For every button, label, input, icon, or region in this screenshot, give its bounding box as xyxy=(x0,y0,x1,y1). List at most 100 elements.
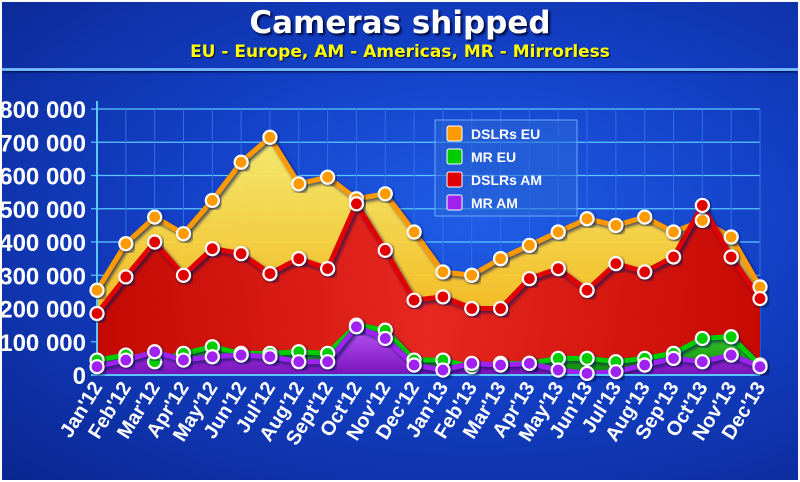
data-point xyxy=(723,347,739,363)
legend-label: DSLRs AM xyxy=(471,172,542,188)
data-point xyxy=(204,192,220,209)
data-point xyxy=(320,354,336,370)
data-point xyxy=(464,355,480,371)
data-point xyxy=(147,234,163,250)
data-point xyxy=(291,354,307,370)
series-markers xyxy=(89,129,768,381)
legend-label: MR EU xyxy=(471,149,516,165)
series-area xyxy=(97,326,760,375)
data-point xyxy=(694,354,710,370)
data-point xyxy=(550,362,566,378)
data-point xyxy=(348,196,365,212)
data-point xyxy=(175,226,192,242)
data-point xyxy=(579,365,595,381)
chart-subtitle: EU - Europe, AM - Americas, MR - Mirrorl… xyxy=(190,42,610,62)
data-point xyxy=(492,251,509,267)
legend-swatch xyxy=(446,125,463,142)
data-point xyxy=(320,261,336,277)
y-tick-label: 400 000 xyxy=(2,230,86,257)
data-point xyxy=(752,290,768,307)
y-tick-label: 100 000 xyxy=(2,330,86,357)
data-point xyxy=(262,349,278,365)
data-point xyxy=(435,264,451,280)
data-point xyxy=(579,350,595,366)
axes xyxy=(91,101,760,376)
data-point xyxy=(204,241,220,257)
data-point xyxy=(608,256,624,272)
data-point xyxy=(665,224,682,240)
data-point xyxy=(291,251,307,267)
y-tick-label: 0 xyxy=(73,363,86,390)
data-point xyxy=(377,242,393,258)
data-point xyxy=(89,305,105,322)
y-tick-label: 800 000 xyxy=(2,97,86,124)
data-point xyxy=(204,349,220,365)
data-point xyxy=(233,154,249,170)
data-point xyxy=(492,300,509,317)
data-point xyxy=(118,352,134,368)
legend-swatch xyxy=(446,171,463,188)
legend-swatch xyxy=(446,148,463,165)
data-point xyxy=(435,289,451,305)
y-tick-label: 700 000 xyxy=(2,130,86,157)
data-point xyxy=(521,355,537,371)
data-point xyxy=(464,267,480,283)
legend-swatch xyxy=(446,194,463,211)
data-point xyxy=(521,237,537,253)
chart-title: Cameras shipped xyxy=(249,5,551,41)
data-point xyxy=(694,330,710,347)
data-point xyxy=(320,169,336,185)
data-point xyxy=(262,265,278,282)
data-point xyxy=(377,330,393,347)
data-point xyxy=(550,224,566,240)
data-point xyxy=(118,236,134,252)
data-point xyxy=(435,362,451,378)
y-tick-label: 500 000 xyxy=(2,197,86,224)
title-divider xyxy=(2,68,798,71)
data-point xyxy=(406,224,422,240)
data-point xyxy=(723,229,739,245)
legend-label: DSLRs EU xyxy=(471,126,540,142)
data-point xyxy=(579,211,595,227)
legend-label: MR AM xyxy=(471,195,518,211)
data-point xyxy=(637,264,653,280)
data-point xyxy=(291,176,307,192)
data-point xyxy=(521,270,537,287)
data-point xyxy=(464,300,480,317)
data-point xyxy=(118,269,134,285)
data-point xyxy=(377,186,393,202)
data-point xyxy=(147,344,163,360)
data-point xyxy=(608,364,624,380)
data-point xyxy=(233,347,249,363)
series-areas xyxy=(94,134,763,376)
data-point xyxy=(233,246,249,262)
data-point xyxy=(723,329,739,345)
chart-legend: DSLRs EU MR EU DSLRs AM MR AM xyxy=(434,119,578,217)
data-point xyxy=(637,357,653,373)
data-point xyxy=(665,350,682,366)
data-point xyxy=(637,209,653,225)
data-point xyxy=(89,359,105,375)
data-point xyxy=(262,129,278,145)
y-tick-label: 600 000 xyxy=(2,164,86,191)
data-point xyxy=(492,357,509,373)
data-point xyxy=(89,282,105,298)
data-point xyxy=(752,359,768,375)
data-point xyxy=(175,267,192,283)
data-point xyxy=(406,292,422,308)
data-point xyxy=(723,249,739,265)
series-area xyxy=(97,203,760,375)
y-tick-label: 300 000 xyxy=(2,263,86,290)
data-point xyxy=(550,261,566,277)
data-point xyxy=(694,197,710,214)
y-tick-label: 200 000 xyxy=(2,297,86,324)
data-point xyxy=(175,352,192,368)
data-point xyxy=(608,217,624,233)
data-point xyxy=(147,209,163,225)
data-point xyxy=(665,249,682,265)
data-point xyxy=(406,357,422,373)
data-point xyxy=(348,319,365,335)
data-point xyxy=(579,282,595,298)
